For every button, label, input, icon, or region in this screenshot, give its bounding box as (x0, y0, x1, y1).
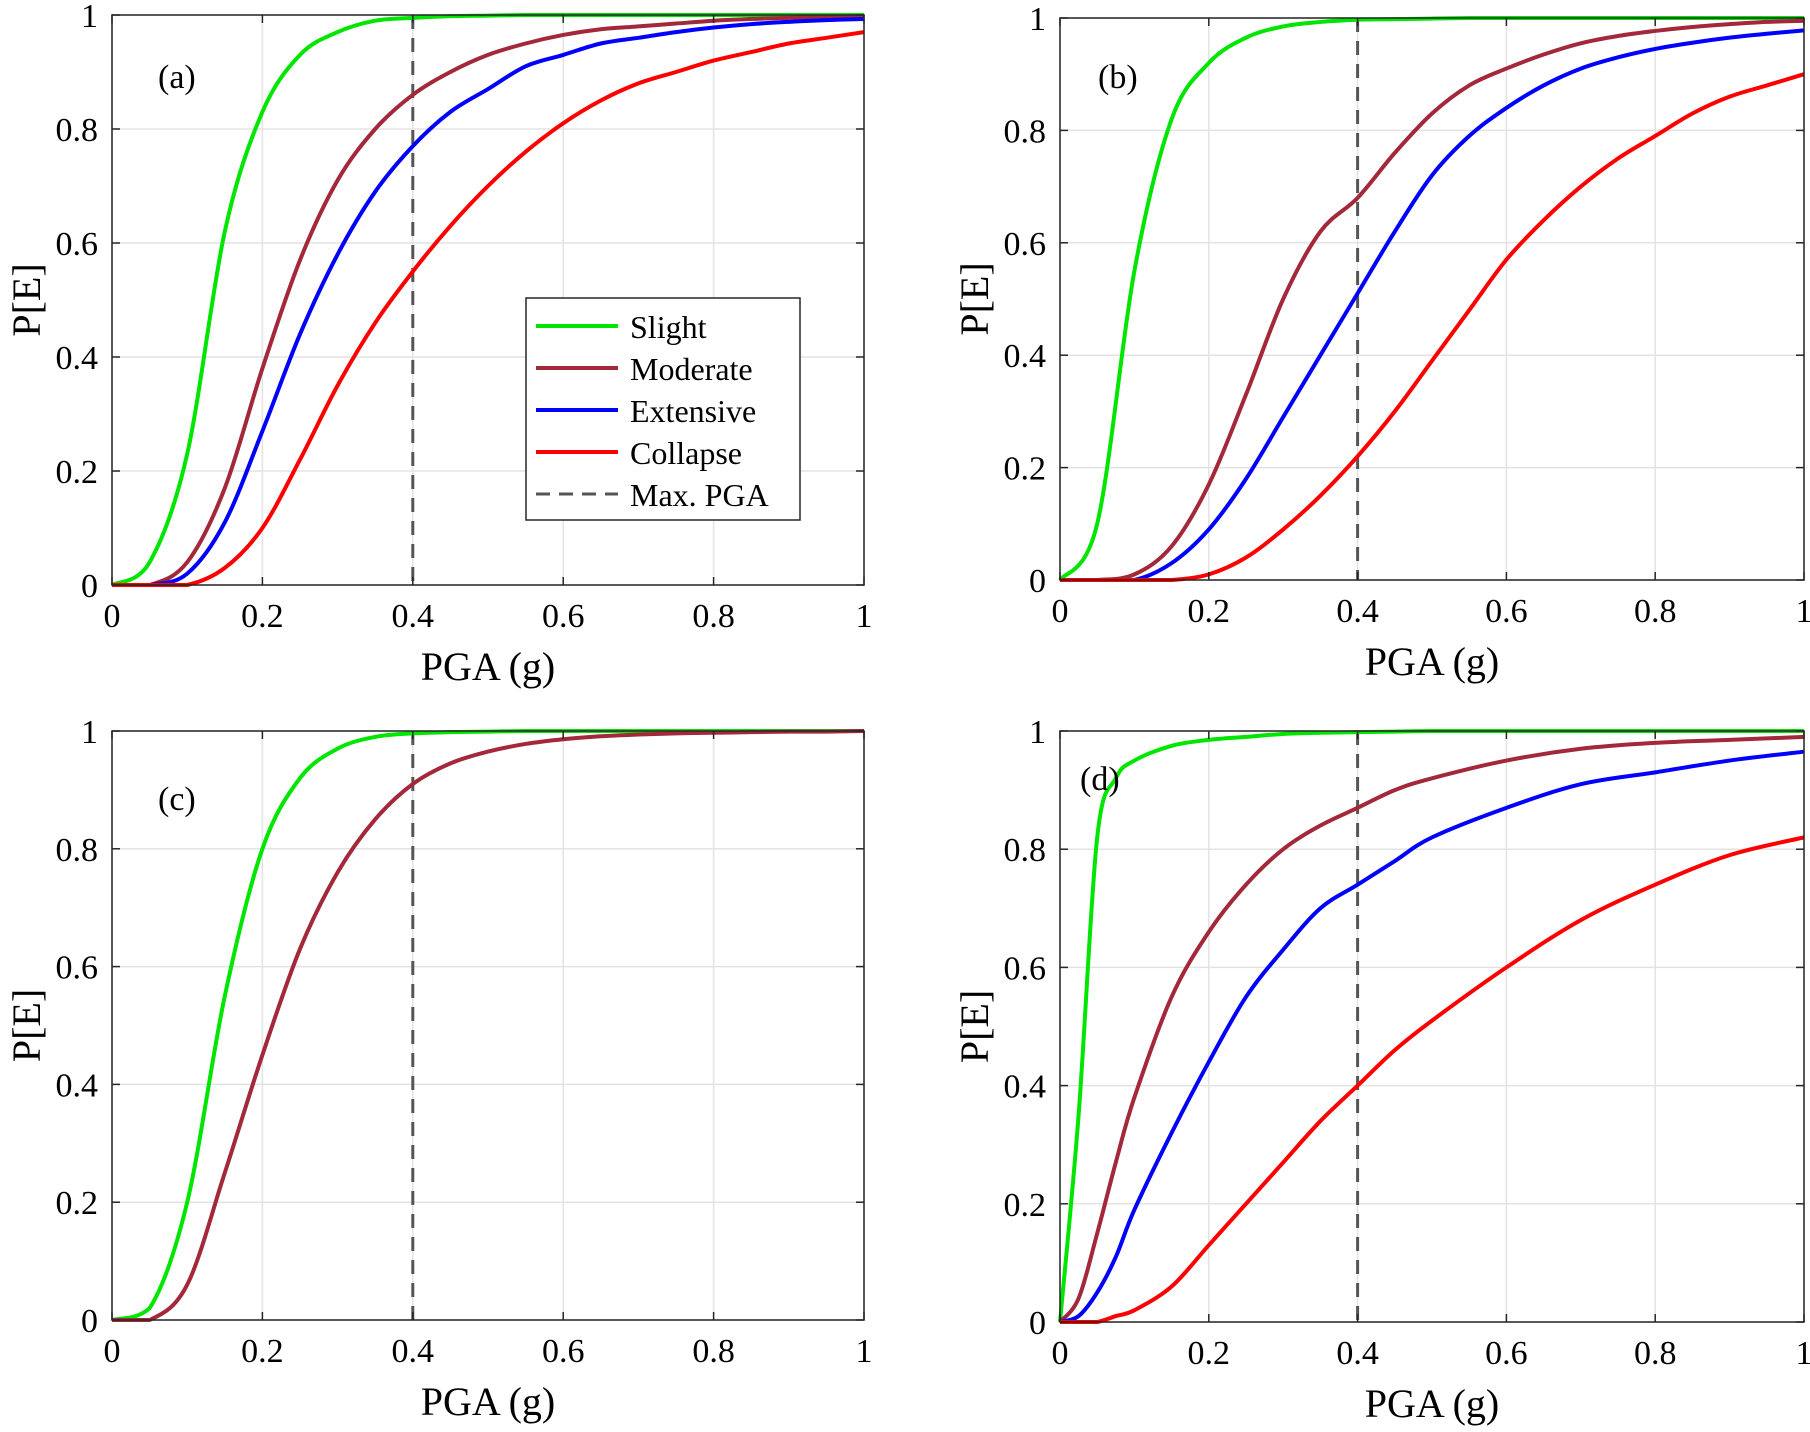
chart-panel-d: 0 0.2 0.4 0.6 0.8 1 0 0.2 0.4 0.6 0.8 1 PGA (g) P[E] (… (952, 714, 1810, 1426)
y-tick-label: 0.6 (1004, 950, 1047, 987)
series-line-extensive (112, 16, 865, 587)
x-tick-label: 0.4 (392, 598, 435, 635)
y-tick-label: 0.2 (56, 454, 99, 491)
axes-box (111, 730, 865, 1321)
series-line-collapse (112, 30, 865, 587)
plot-area (1060, 731, 1804, 1322)
series-line-moderate (1060, 18, 1805, 582)
x-tick-label: 0.2 (1188, 1335, 1231, 1372)
y-tick-label: 0.6 (56, 950, 99, 987)
x-tick-label: 0 (1052, 593, 1069, 630)
series-line-moderate (1058, 734, 1805, 1324)
y-tick-label: 0.4 (1004, 338, 1047, 375)
x-tick-label: 0.4 (1336, 1335, 1379, 1372)
legend-label: Max. PGA (630, 477, 769, 513)
x-tick-label: 0.8 (692, 598, 735, 635)
x-tick-label: 0.2 (241, 598, 284, 635)
panel-label: (d) (1080, 761, 1120, 798)
series-line-moderate (112, 14, 865, 587)
x-tick-label: 1 (1796, 593, 1810, 630)
y-tick-label: 1 (1029, 1, 1046, 38)
y-tick-label: 0.6 (1004, 226, 1047, 263)
x-axis-label: PGA (g) (1365, 1381, 1499, 1426)
y-tick-label: 0 (1029, 563, 1046, 600)
x-tick-label: 0.8 (692, 1333, 735, 1370)
y-tick-label: 0.4 (1004, 1069, 1047, 1106)
axes-box (1059, 730, 1805, 1323)
y-tick-label: 0.2 (1004, 1187, 1047, 1224)
x-axis-label: PGA (g) (421, 1379, 555, 1424)
legend-label: Extensive (630, 393, 756, 429)
x-tick-label: 0.8 (1634, 1335, 1677, 1372)
x-tick-label: 0.8 (1634, 593, 1677, 630)
series-line-extensive (1059, 749, 1805, 1324)
y-tick-label: 1 (81, 0, 98, 35)
x-tick-label: 0 (104, 1333, 121, 1370)
series-line-collapse (1060, 72, 1805, 582)
x-axis-label: PGA (g) (421, 644, 555, 689)
x-axis-label: PGA (g) (1365, 639, 1499, 684)
y-tick-label: 0.8 (1004, 113, 1047, 150)
chart-panel-a: 0 0.2 0.4 0.6 0.8 1 0 0.2 0.4 0.6 0.8 1 PGA (g) P[E] (… (4, 0, 873, 689)
panel-label: (c) (158, 781, 196, 818)
plot-area (1060, 18, 1804, 580)
series-line-extensive (1060, 28, 1805, 582)
y-tick-label: 0.4 (56, 340, 99, 377)
x-tick-label: 0.6 (1485, 593, 1528, 630)
y-tick-label: 0 (81, 568, 98, 605)
y-axis-label: P[E] (4, 263, 49, 336)
x-tick-label: 0.6 (1485, 1335, 1528, 1372)
chart-panel-c: 0 0.2 0.4 0.6 0.8 1 0 0.2 0.4 0.6 0.8 1 PGA (g) P[E] (… (4, 714, 873, 1424)
y-tick-label: 0.4 (56, 1067, 99, 1104)
legend-label: Slight (630, 309, 707, 345)
x-tick-label: 0.2 (1188, 593, 1231, 630)
x-tick-label: 0.4 (1336, 593, 1379, 630)
x-tick-label: 0 (1052, 1335, 1069, 1372)
panel-label: (b) (1098, 59, 1138, 96)
y-tick-label: 0.8 (56, 832, 99, 869)
y-axis-label: P[E] (952, 262, 997, 335)
legend-label: Moderate (630, 351, 753, 387)
x-tick-label: 0.4 (392, 1333, 435, 1370)
panel-label: (a) (158, 59, 196, 96)
x-tick-label: 1 (856, 598, 873, 635)
y-tick-label: 1 (81, 714, 98, 751)
legend: Slight Moderate Extensive Collapse Max. PGA (525, 297, 801, 521)
x-tick-label: 0.6 (542, 598, 585, 635)
y-tick-label: 0 (1029, 1305, 1046, 1342)
y-tick-label: 0.2 (56, 1185, 99, 1222)
axes-box (111, 14, 865, 586)
series-line-collapse (1060, 835, 1805, 1324)
y-axis-label: P[E] (4, 989, 49, 1062)
x-tick-label: 0 (104, 598, 121, 635)
axes-box (1059, 17, 1805, 581)
x-tick-label: 1 (1796, 1335, 1810, 1372)
plot-area (112, 731, 864, 1320)
x-tick-label: 0.2 (241, 1333, 284, 1370)
x-tick-label: 0.6 (542, 1333, 585, 1370)
series-line-moderate (112, 729, 865, 1322)
y-tick-label: 0.2 (1004, 451, 1047, 488)
y-tick-label: 0.6 (56, 226, 99, 263)
chart-panel-b: 0 0.2 0.4 0.6 0.8 1 0 0.2 0.4 0.6 0.8 1 PGA (g) P[E] (… (952, 1, 1810, 684)
y-tick-label: 0 (81, 1303, 98, 1340)
y-tick-label: 0.8 (56, 112, 99, 149)
x-tick-label: 1 (856, 1333, 873, 1370)
y-axis-label: P[E] (952, 990, 997, 1063)
y-tick-label: 0.8 (1004, 832, 1047, 869)
y-tick-label: 1 (1029, 714, 1046, 751)
legend-label: Collapse (630, 435, 742, 471)
